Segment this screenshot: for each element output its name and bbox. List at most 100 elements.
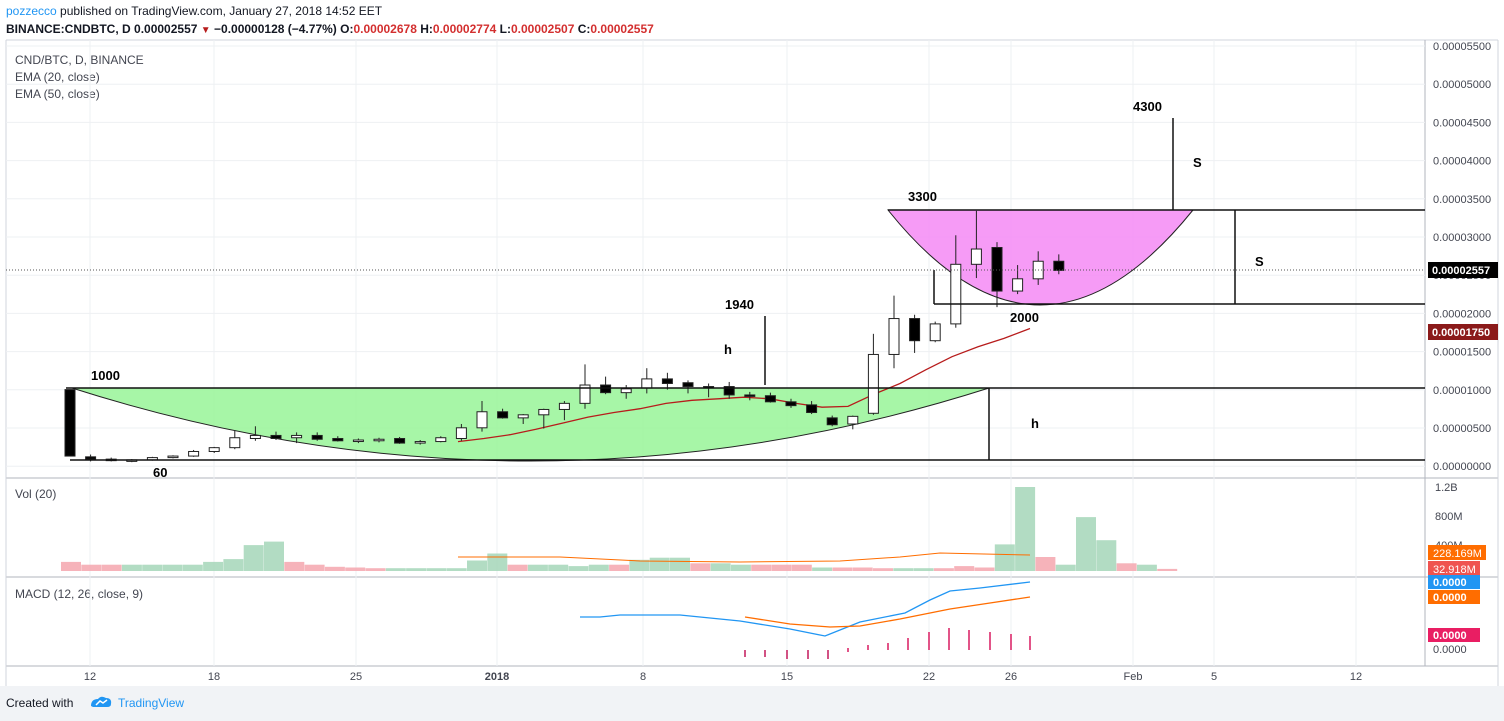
volume-axis: 1.2B 800M 400M 228.169M 32.918M: [1428, 482, 1486, 576]
annotation-labels: 1000 60 1940 h h 3300 2000 4300 S S: [91, 99, 1264, 480]
candle-body-41: [909, 318, 921, 342]
volume-bar-27: [609, 564, 630, 571]
tradingview-link[interactable]: TradingView: [118, 696, 185, 710]
label-h-left: h: [724, 342, 732, 357]
volume-legend[interactable]: Vol (20): [15, 487, 57, 501]
candle-body-38: [847, 415, 859, 425]
candle-body-39: [867, 353, 879, 414]
label-2000: 2000: [1010, 310, 1039, 325]
candle-body-37: [826, 417, 838, 426]
handle-fill: [886, 209, 1195, 306]
time-tick-0: 12: [84, 671, 96, 683]
price-tags: 0.00002557 0.00001750: [1428, 262, 1498, 340]
candle-body-22: [517, 414, 529, 419]
volume-bar-43: [933, 568, 954, 571]
volume-bar-5: [162, 564, 183, 571]
candle-body-33: [744, 394, 756, 397]
volume-bar-12: [304, 564, 325, 571]
signal-tag-bg: [1428, 590, 1480, 604]
volume-bar-15: [365, 568, 386, 571]
candle-body-17: [414, 441, 426, 444]
label-3300: 3300: [908, 189, 937, 204]
ema20-legend[interactable]: EMA (20, close): [15, 70, 100, 84]
volume-bar-31: [690, 563, 711, 571]
macd-legend[interactable]: MACD (12, 26, close, 9): [15, 587, 144, 601]
volume-bar-4: [142, 564, 163, 571]
candle-body-28: [641, 378, 653, 389]
volume-bar-37: [812, 567, 833, 571]
vol-tag-bg: [1428, 561, 1480, 576]
volume-bar-0: [61, 561, 81, 571]
volume-bar-10: [264, 541, 284, 571]
volume-bar-23: [527, 564, 548, 571]
macd-plot: [580, 581, 1031, 659]
time-tick-3: 2018: [485, 671, 509, 683]
volume-bar-41: [893, 568, 914, 571]
label-s-top: S: [1193, 155, 1202, 170]
volume-bar-39: [852, 567, 873, 571]
signal-line: [744, 596, 1031, 628]
candle-body-18: [435, 437, 447, 443]
open-value: 0.00002678: [353, 22, 417, 36]
candle-body-5: [167, 455, 179, 459]
candle-body-11: [291, 434, 303, 439]
price-tick-5: 0.00003000: [1433, 232, 1491, 244]
volume-bar-52: [1116, 563, 1137, 571]
ohlc-line: BINANCE:CNDBTC, D 0.00002557 ▼ −0.000001…: [6, 22, 654, 36]
volume-bar-6: [182, 564, 203, 571]
cup-shape: [71, 209, 1195, 462]
candle-body-45: [991, 246, 1003, 292]
price-chart[interactable]: 1000 60 1940 h h 3300 2000 4300 S S 0.00…: [0, 0, 1504, 686]
time-tick-5: 15: [781, 671, 793, 683]
candle-body-7: [208, 447, 220, 452]
candle-body-44: [970, 248, 982, 265]
volume-bar-32: [710, 563, 731, 571]
author-link[interactable]: pozzecco: [6, 4, 57, 18]
volume-bar-49: [1055, 564, 1076, 571]
candle-body-9: [249, 434, 261, 439]
price-tick-4: 0.00003500: [1433, 194, 1491, 206]
volume-bar-33: [730, 564, 751, 571]
volume-bar-11: [284, 561, 305, 571]
tradingview-logo-icon[interactable]: [88, 694, 114, 710]
close-value: 0.00002557: [590, 22, 654, 36]
cup-fill: [71, 387, 990, 462]
hist-tag: 0.0000: [1433, 630, 1467, 642]
volume-bar-7: [203, 561, 224, 571]
label-s-right: S: [1255, 254, 1264, 269]
volume-bar-2: [101, 564, 122, 571]
candle-body-24: [558, 402, 570, 410]
volume-bar-19: [446, 568, 467, 571]
candle-body-43: [950, 263, 962, 325]
volume-bar-13: [324, 566, 345, 571]
price-tick-3: 0.00004000: [1433, 156, 1491, 168]
signal-tag: 0.0000: [1433, 592, 1467, 604]
macd-line: [580, 581, 1031, 637]
last-price-tag: 0.00002557: [1432, 265, 1490, 277]
volume-bar-3: [121, 564, 142, 571]
ema50-legend[interactable]: EMA (50, close): [15, 87, 100, 101]
macd-tag: 0.0000: [1433, 577, 1467, 589]
volume-bar-36: [791, 564, 812, 571]
symbol-label: BINANCE:CNDBTC, D: [6, 22, 131, 36]
candle-body-40: [888, 318, 900, 355]
volume-bar-1: [81, 564, 102, 571]
volume-bar-14: [345, 567, 366, 571]
volume-bar-21: [487, 553, 508, 571]
volume-bar-48: [1035, 557, 1056, 571]
vol-tag: 32.918M: [1433, 564, 1476, 576]
high-label: H:: [420, 22, 433, 36]
candle-body-14: [352, 439, 364, 443]
label-1000: 1000: [91, 368, 120, 383]
time-tick-2: 25: [350, 671, 362, 683]
time-tick-7: 26: [1005, 671, 1017, 683]
chart-title: CND/BTC, D, BINANCE: [15, 53, 144, 67]
candle-body-12: [311, 434, 323, 440]
open-label: O:: [340, 22, 354, 36]
price-tick-11: 0.00000000: [1433, 461, 1491, 473]
macd-tag-bg: [1428, 575, 1480, 589]
volume-bar-40: [873, 568, 893, 571]
ema-tag-bg: [1428, 324, 1498, 340]
vol-ma-tag-bg: [1428, 545, 1486, 560]
high-value: 0.00002774: [432, 22, 497, 36]
